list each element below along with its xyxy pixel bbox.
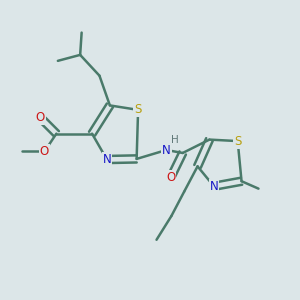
Text: H: H [171, 136, 178, 146]
Text: N: N [162, 143, 171, 157]
Text: S: S [134, 103, 142, 116]
Text: N: N [209, 180, 218, 193]
Text: O: O [40, 145, 49, 158]
Text: N: N [103, 153, 111, 166]
Text: S: S [234, 135, 242, 148]
Text: O: O [166, 171, 176, 184]
Text: O: O [35, 111, 45, 124]
